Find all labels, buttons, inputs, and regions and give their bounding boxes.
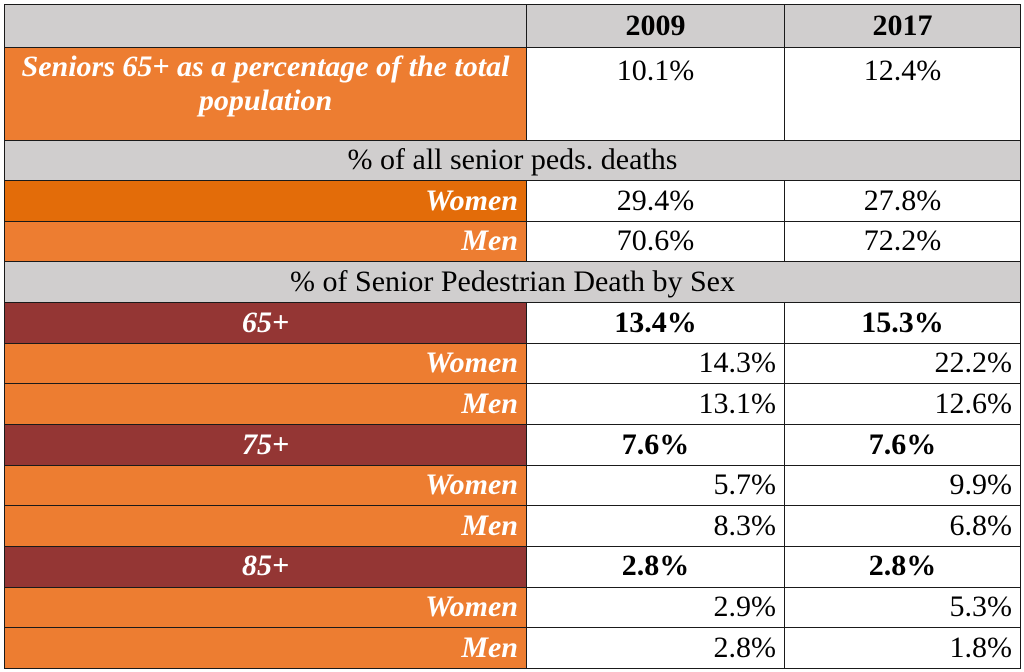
age-group-value-2017: 15.3% xyxy=(784,302,1021,344)
table-row: Women 5.7% 9.9% xyxy=(4,464,1021,507)
table-row: Women 14.3% 22.2% xyxy=(4,342,1021,385)
age-group-label-85: 85+ xyxy=(4,545,527,588)
population-row: Seniors 65+ as a percentage of the total… xyxy=(4,46,1021,141)
value-2017: 27.8% xyxy=(784,180,1021,222)
section-title-all-deaths: % of all senior peds. deaths xyxy=(4,139,1021,182)
header-row: 2009 2017 xyxy=(4,4,1021,48)
row-label-women: Women xyxy=(4,464,527,507)
value-2009: 2.8% xyxy=(526,627,785,669)
value-2017: 9.9% xyxy=(784,464,1021,507)
age-group-value-2009: 13.4% xyxy=(526,302,785,344)
row-label-men: Men xyxy=(4,383,527,425)
value-2009: 70.6% xyxy=(526,220,785,263)
header-year-2017: 2017 xyxy=(784,4,1021,48)
row-label-men: Men xyxy=(4,220,527,263)
value-2017: 12.6% xyxy=(784,383,1021,425)
section-header-row: % of Senior Pedestrian Death by Sex xyxy=(4,261,1021,304)
population-label: Seniors 65+ as a percentage of the total… xyxy=(4,46,527,141)
value-2009: 2.9% xyxy=(526,586,785,629)
senior-pedestrian-deaths-table: 2009 2017 Seniors 65+ as a percentage of… xyxy=(4,4,1021,669)
value-2017: 72.2% xyxy=(784,220,1021,263)
table-container: 2009 2017 Seniors 65+ as a percentage of… xyxy=(4,4,1021,669)
table-row: Women 2.9% 5.3% xyxy=(4,586,1021,629)
value-2017: 22.2% xyxy=(784,342,1021,385)
section-header-row: % of all senior peds. deaths xyxy=(4,139,1021,182)
value-2009: 8.3% xyxy=(526,505,785,547)
age-group-label-75: 75+ xyxy=(4,423,527,466)
header-year-2009: 2009 xyxy=(526,4,785,48)
value-2009: 5.7% xyxy=(526,464,785,507)
row-label-women: Women xyxy=(4,180,527,222)
value-2009: 13.1% xyxy=(526,383,785,425)
table-row: Men 8.3% 6.8% xyxy=(4,505,1021,547)
age-group-label-65: 65+ xyxy=(4,302,527,344)
table-row: Women 29.4% 27.8% xyxy=(4,180,1021,222)
header-corner-cell xyxy=(4,4,527,48)
table-row: Men 13.1% 12.6% xyxy=(4,383,1021,425)
row-label-women: Women xyxy=(4,586,527,629)
section-title-by-sex: % of Senior Pedestrian Death by Sex xyxy=(4,261,1021,304)
age-group-row: 85+ 2.8% 2.8% xyxy=(4,545,1021,588)
value-2009: 14.3% xyxy=(526,342,785,385)
value-2017: 5.3% xyxy=(784,586,1021,629)
age-group-value-2009: 7.6% xyxy=(526,423,785,466)
population-value-2017: 12.4% xyxy=(784,46,1021,141)
table-row: Men 70.6% 72.2% xyxy=(4,220,1021,263)
value-2009: 29.4% xyxy=(526,180,785,222)
age-group-row: 75+ 7.6% 7.6% xyxy=(4,423,1021,466)
age-group-value-2009: 2.8% xyxy=(526,545,785,588)
value-2017: 1.8% xyxy=(784,627,1021,669)
age-group-value-2017: 2.8% xyxy=(784,545,1021,588)
age-group-value-2017: 7.6% xyxy=(784,423,1021,466)
row-label-women: Women xyxy=(4,342,527,385)
age-group-row: 65+ 13.4% 15.3% xyxy=(4,302,1021,344)
population-value-2009: 10.1% xyxy=(526,46,785,141)
row-label-men: Men xyxy=(4,627,527,669)
row-label-men: Men xyxy=(4,505,527,547)
value-2017: 6.8% xyxy=(784,505,1021,547)
table-row: Men 2.8% 1.8% xyxy=(4,627,1021,669)
